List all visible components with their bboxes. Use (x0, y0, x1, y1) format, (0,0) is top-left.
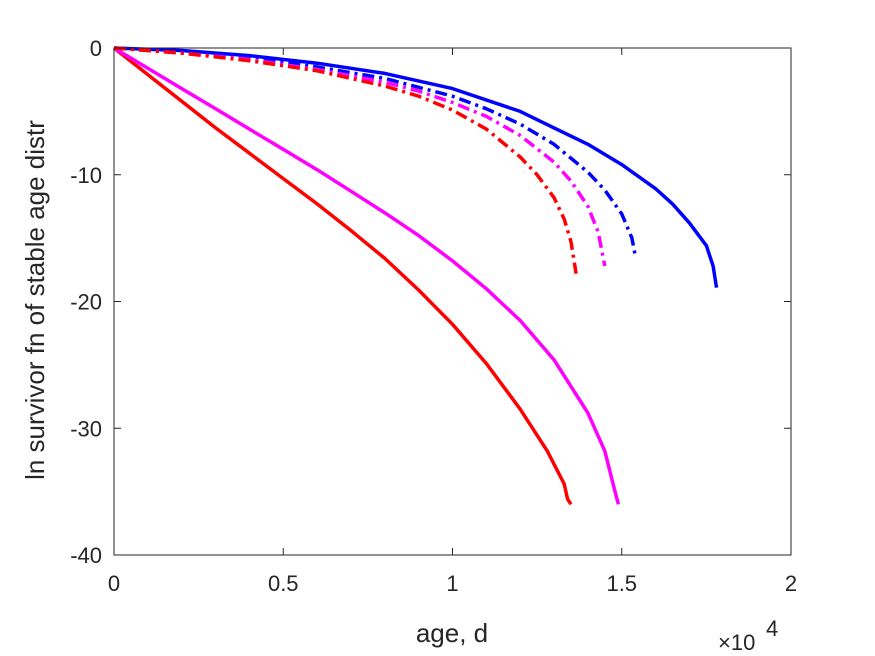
y-tick-label: -20 (70, 290, 102, 315)
y-axis-title: ln survivor fn of stable age distr (20, 120, 50, 480)
y-tick-label: -10 (70, 163, 102, 188)
x-multiplier: ×10 (718, 630, 755, 655)
y-tick-label: -40 (70, 543, 102, 568)
x-tick-label: 0 (108, 571, 120, 596)
series-line-2 (113, 46, 621, 505)
y-tick-label: 0 (90, 36, 102, 61)
x-tick-label: 0.5 (268, 571, 299, 596)
series-line-6 (113, 46, 578, 274)
x-tick-label: 2 (785, 571, 797, 596)
x-multiplier-exponent: 4 (766, 616, 778, 641)
y-tick-label: -30 (70, 416, 102, 441)
series-line-3 (113, 46, 719, 288)
x-tick-label: 1.5 (606, 571, 637, 596)
x-tick-label: 1 (446, 571, 458, 596)
series-layer (112, 46, 719, 506)
ticks-layer: 0 0.5 1 1.5 2 0 -10 -20 -30 -40 (70, 36, 797, 596)
x-axis-title: age, d (416, 618, 488, 648)
series-line-1 (112, 46, 573, 506)
plot-area (114, 48, 791, 555)
